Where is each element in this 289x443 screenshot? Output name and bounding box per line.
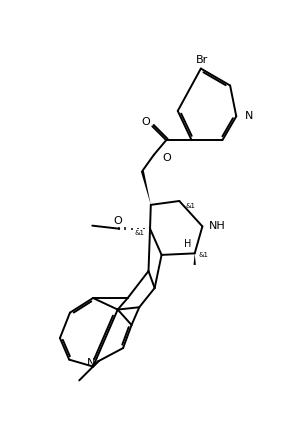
Text: O: O (113, 216, 122, 226)
Polygon shape (194, 253, 196, 265)
Text: H: H (184, 239, 191, 249)
Text: O: O (141, 117, 150, 128)
Polygon shape (141, 171, 151, 205)
Text: Br: Br (195, 55, 208, 65)
Text: NH: NH (209, 222, 226, 231)
Text: N: N (87, 358, 95, 368)
Text: &1: &1 (135, 229, 145, 236)
Text: &1: &1 (199, 252, 209, 258)
Text: O: O (162, 153, 171, 163)
Text: &1: &1 (186, 202, 195, 209)
Text: N: N (245, 111, 253, 121)
